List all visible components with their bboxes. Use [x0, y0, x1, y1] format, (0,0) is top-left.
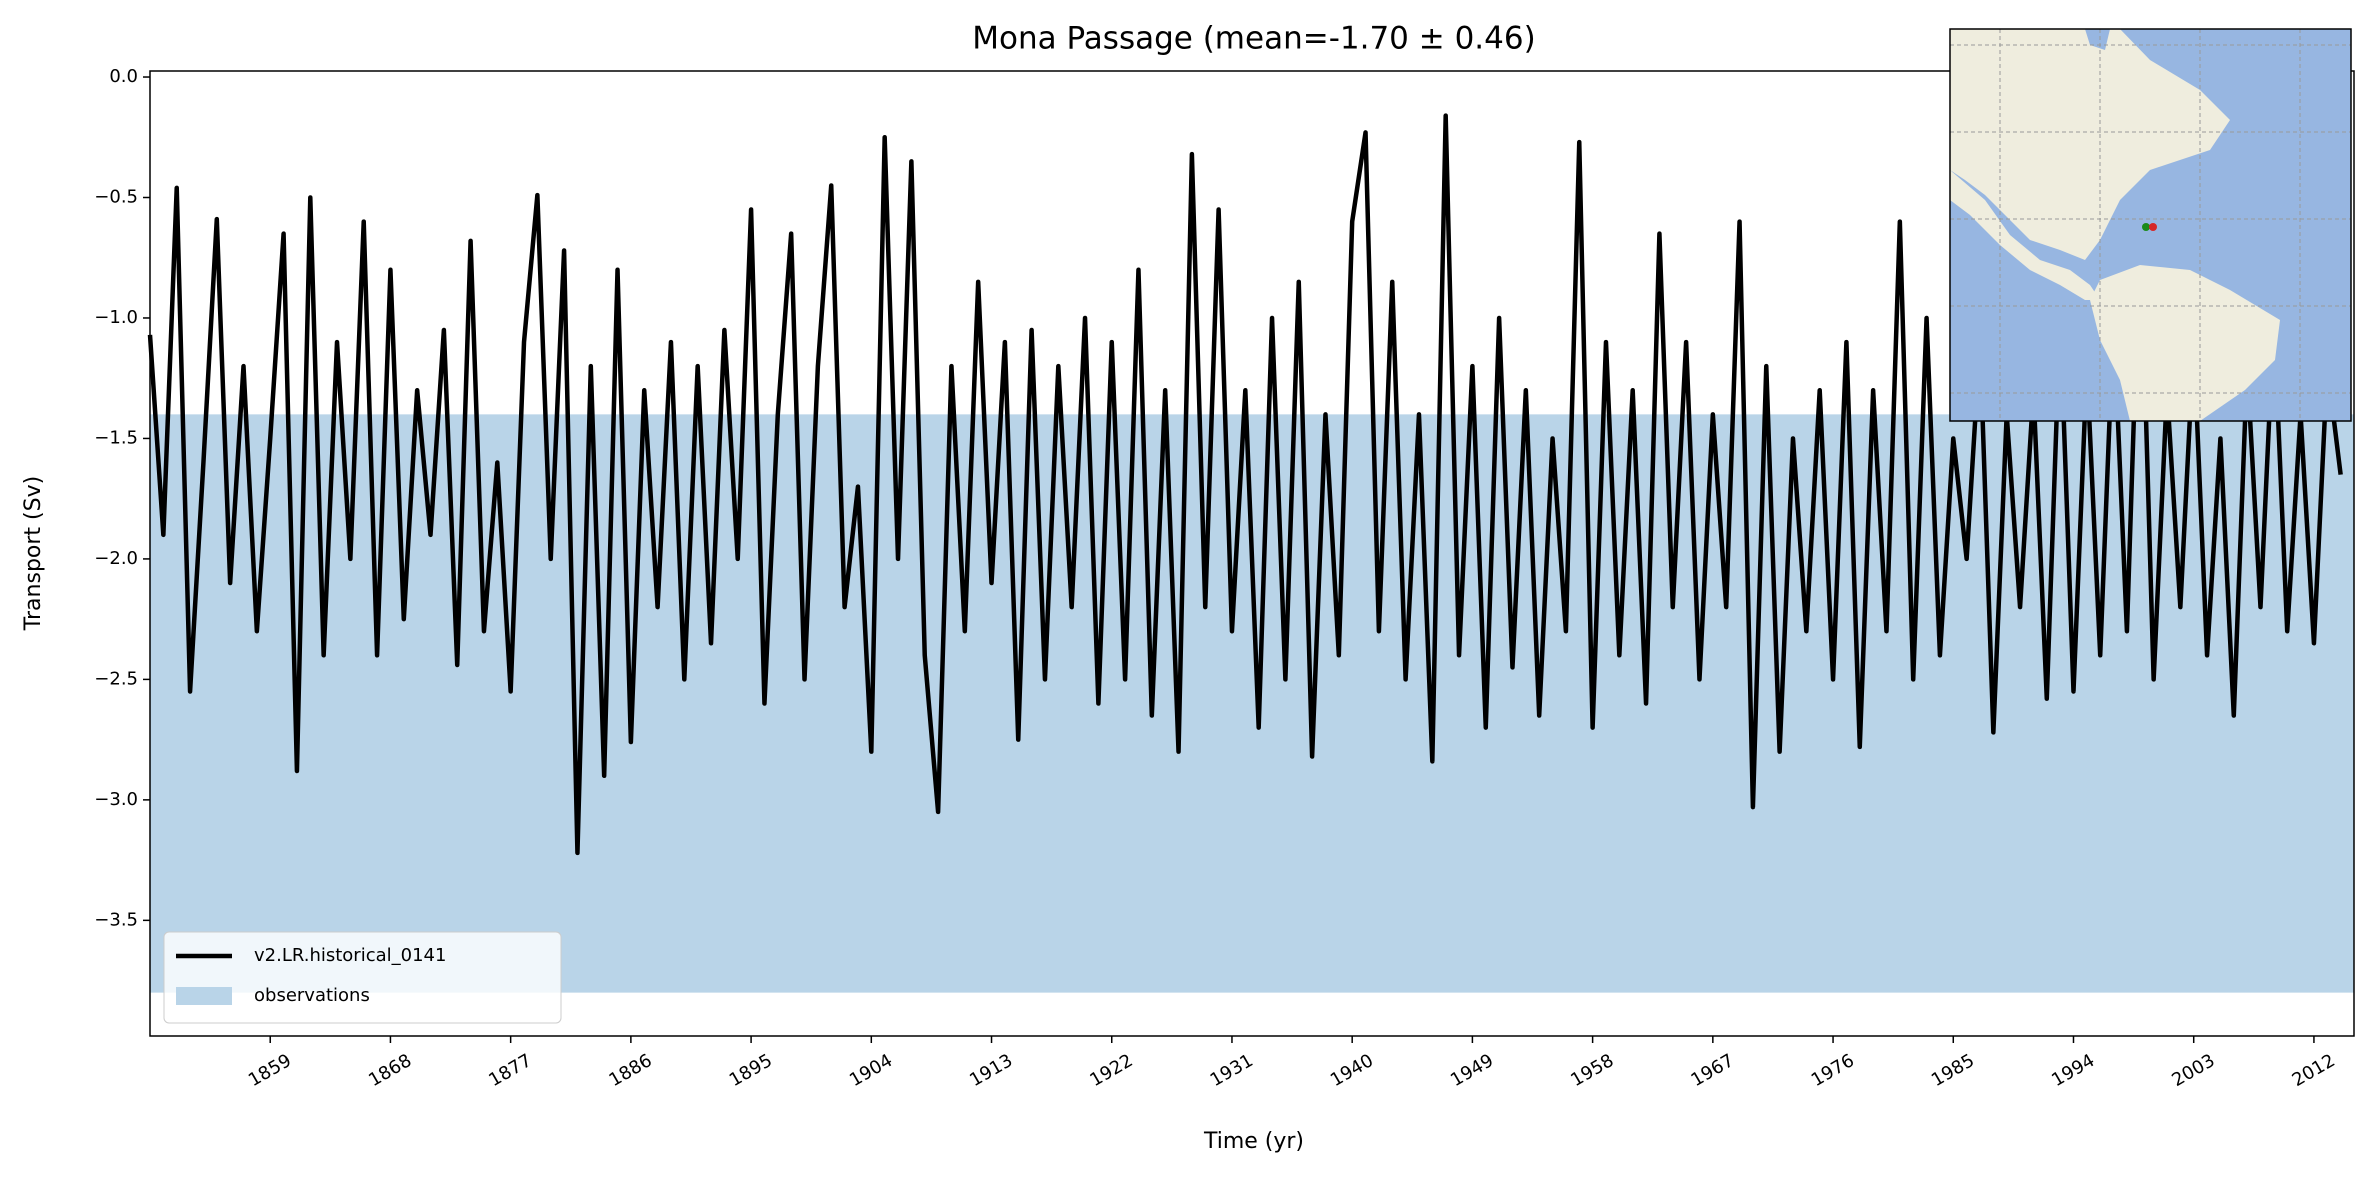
- y-tick-label: −1.5: [94, 427, 138, 448]
- y-tick-label: −0.5: [94, 186, 138, 207]
- legend-box: [163, 931, 562, 1024]
- x-tick-label: 1877: [485, 1050, 535, 1091]
- chart-title: Mona Passage (mean=-1.70 ± 0.46): [972, 21, 1535, 57]
- x-tick-label: 1940: [1327, 1050, 1377, 1091]
- x-tick-label: 1913: [966, 1050, 1016, 1091]
- map-point: [2142, 223, 2150, 231]
- x-tick-label: 1895: [726, 1050, 776, 1091]
- x-tick-label: 1868: [365, 1050, 415, 1091]
- x-tick-label: 1859: [245, 1050, 295, 1091]
- x-tick-label: 1904: [846, 1050, 896, 1091]
- legend-swatch: [176, 987, 232, 1005]
- x-tick-label: 1922: [1086, 1050, 1136, 1091]
- y-tick-label: −3.5: [94, 909, 138, 930]
- x-tick-label: 1985: [1928, 1050, 1978, 1091]
- x-tick-label: 2003: [2168, 1050, 2218, 1091]
- x-tick-label: 2012: [2289, 1050, 2339, 1091]
- map-land: [2090, 265, 2280, 421]
- map-land: [1950, 170, 2100, 300]
- map-frame: [1949, 28, 2352, 422]
- legend: v2.LR.historical_0141 observations: [163, 931, 562, 1024]
- y-tick-label: −3.0: [94, 789, 138, 810]
- x-tick-label: 1886: [606, 1050, 656, 1091]
- x-axis-label: Time (yr): [1203, 1129, 1304, 1154]
- y-tick-label: −2.0: [94, 548, 138, 569]
- x-tick-label: 1958: [1567, 1050, 1617, 1091]
- y-tick-label: 0.0: [109, 66, 138, 87]
- y-axis-label: Transport (Sv): [21, 476, 46, 631]
- axes-frame: [149, 70, 2355, 1037]
- legend-label: v2.LR.historical_0141: [254, 945, 446, 966]
- x-tick-label: 1994: [2048, 1050, 2098, 1091]
- plot-area: [147, 113, 2354, 993]
- y-tick-label: −2.5: [94, 668, 138, 689]
- map-inset: [1949, 28, 2352, 422]
- x-tick-label: 1949: [1447, 1050, 1497, 1091]
- x-tick-label: 1931: [1207, 1050, 1257, 1091]
- map-point: [2149, 223, 2157, 231]
- map-grid: [1950, 29, 2351, 421]
- legend-label: observations: [254, 985, 370, 1006]
- x-tick-label: 1967: [1687, 1050, 1737, 1091]
- map-land: [1950, 29, 2230, 260]
- x-tick-label: 1976: [1808, 1050, 1858, 1091]
- y-tick-label: −1.0: [94, 307, 138, 328]
